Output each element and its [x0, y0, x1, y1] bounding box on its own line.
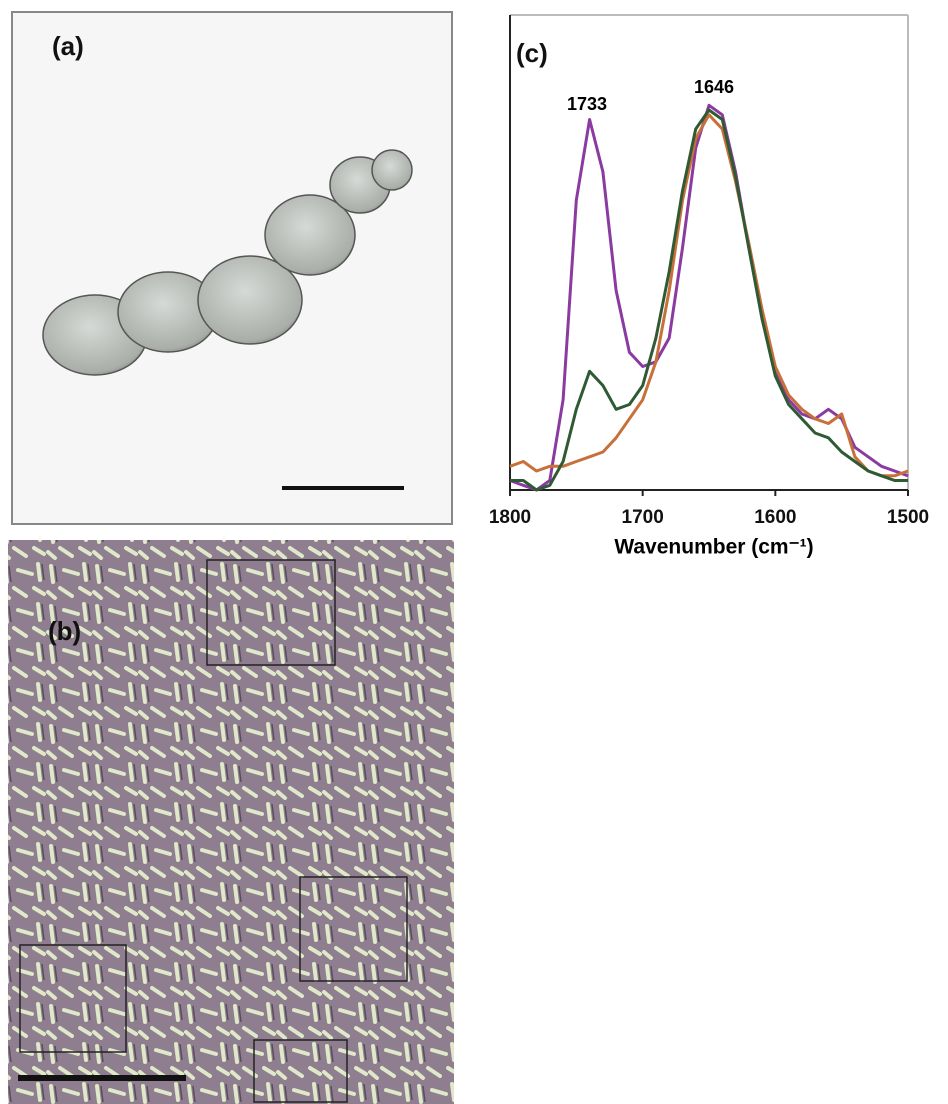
specimen	[42, 149, 413, 376]
panel-a: (a)	[11, 11, 453, 525]
panel-b: (b)	[8, 540, 454, 1104]
panel-c: (c) 1733 1646 Wavenumber (cm⁻¹) 1800 1700…	[489, 14, 929, 559]
x-tick-label: 1500	[887, 507, 929, 528]
spectrum-line	[509, 113, 909, 478]
peak-annotation: 1646	[694, 77, 734, 97]
x-axis-title: Wavenumber (cm⁻¹)	[614, 536, 813, 559]
panel-label: (a)	[52, 31, 84, 61]
peak-annotation: 1733	[567, 94, 607, 114]
panel-label: (c)	[516, 38, 548, 68]
highlight-boxes	[19, 559, 408, 1103]
x-tick-label: 1600	[754, 507, 796, 528]
micrograph	[8, 540, 454, 1104]
spectrum-line	[510, 108, 908, 492]
x-tick-label: 1800	[489, 507, 531, 528]
panel-label: (b)	[48, 616, 81, 646]
x-tick-label: 1700	[622, 507, 664, 528]
